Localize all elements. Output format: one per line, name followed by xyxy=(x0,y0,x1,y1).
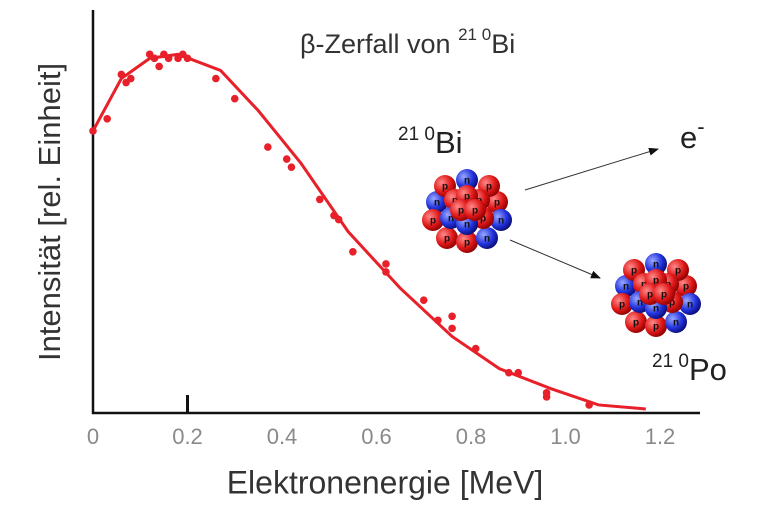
nucleus: nppnppnppnppnppnpp xyxy=(611,253,701,337)
data-point xyxy=(155,63,163,71)
x-tick-label: 0 xyxy=(87,424,99,449)
x-tick-label: 0.8 xyxy=(456,424,487,449)
data-point xyxy=(103,115,111,123)
data-point xyxy=(231,95,239,103)
nucleon-label: p xyxy=(442,182,448,193)
fit-curve xyxy=(93,54,646,409)
nucleon-label: n xyxy=(498,216,504,227)
x-axis-label: Elektronenergie [MeV] xyxy=(227,464,544,500)
nucleon-label: n xyxy=(484,234,490,245)
data-point xyxy=(543,393,551,401)
nucleon-label: n xyxy=(653,304,659,315)
x-tick-label: 1.0 xyxy=(550,424,581,449)
nucleon-label: p xyxy=(675,266,681,277)
nucleon-label: n xyxy=(653,260,659,271)
annotation-text: e xyxy=(680,120,697,155)
nucleon-label: p xyxy=(661,290,667,301)
y-axis-label: Intensität [rel. Einheit] xyxy=(32,63,67,361)
annotation-text: Bi xyxy=(435,125,463,160)
data-point xyxy=(349,248,357,256)
nucleon-label: n xyxy=(464,176,470,187)
x-tick-label: 1.2 xyxy=(645,424,676,449)
annotation-sup: - xyxy=(697,114,704,139)
data-point xyxy=(264,143,272,151)
nucleon-label: n xyxy=(673,318,679,329)
nucleon-label: p xyxy=(486,182,492,193)
arrow xyxy=(510,240,600,278)
data-point xyxy=(212,75,220,83)
data-point xyxy=(382,260,390,268)
data-point xyxy=(448,312,456,320)
nucleus: nppnppnppnppnppnpp xyxy=(422,169,512,253)
nucleon-label: p xyxy=(430,216,436,227)
nucleon-label: p xyxy=(647,290,653,301)
annotation-text: Po xyxy=(689,352,727,387)
annotation: e- xyxy=(680,114,705,155)
nucleon-label: n xyxy=(434,198,440,209)
nucleon-label: p xyxy=(619,300,625,311)
nucleon-label: p xyxy=(633,318,639,329)
arrow xyxy=(525,149,658,190)
nucleon-label: n xyxy=(464,220,470,231)
nucleon-label: p xyxy=(494,198,500,209)
annotation: 21 0Bi xyxy=(398,124,463,160)
nucleon-label: p xyxy=(653,322,659,333)
x-tick-label: 0.4 xyxy=(267,424,298,449)
nucleon-label: n xyxy=(623,282,629,293)
chart: β-Zerfall von 21 0Bi Elektronenergie [Me… xyxy=(0,0,769,505)
data-point xyxy=(288,163,296,171)
data-point xyxy=(420,296,428,304)
annotation-sup: 21 0 xyxy=(398,124,435,145)
nucleon-label: p xyxy=(472,206,478,217)
data-point xyxy=(283,155,291,163)
annotation: 21 0Po xyxy=(652,351,727,387)
nucleon-label: p xyxy=(683,282,689,293)
nucleon-label: p xyxy=(631,266,637,277)
nucleon-label: n xyxy=(687,300,693,311)
x-tick-label: 0.6 xyxy=(361,424,392,449)
data-point xyxy=(448,325,456,333)
nucleon-label: p xyxy=(464,238,470,249)
nucleon-label: p xyxy=(444,234,450,245)
chart-title: β-Zerfall von 21 0Bi xyxy=(300,25,515,59)
data-point xyxy=(127,75,135,83)
annotation-sup: 21 0 xyxy=(652,351,689,372)
x-tick-label: 0.2 xyxy=(172,424,203,449)
nucleon-label: p xyxy=(458,206,464,217)
